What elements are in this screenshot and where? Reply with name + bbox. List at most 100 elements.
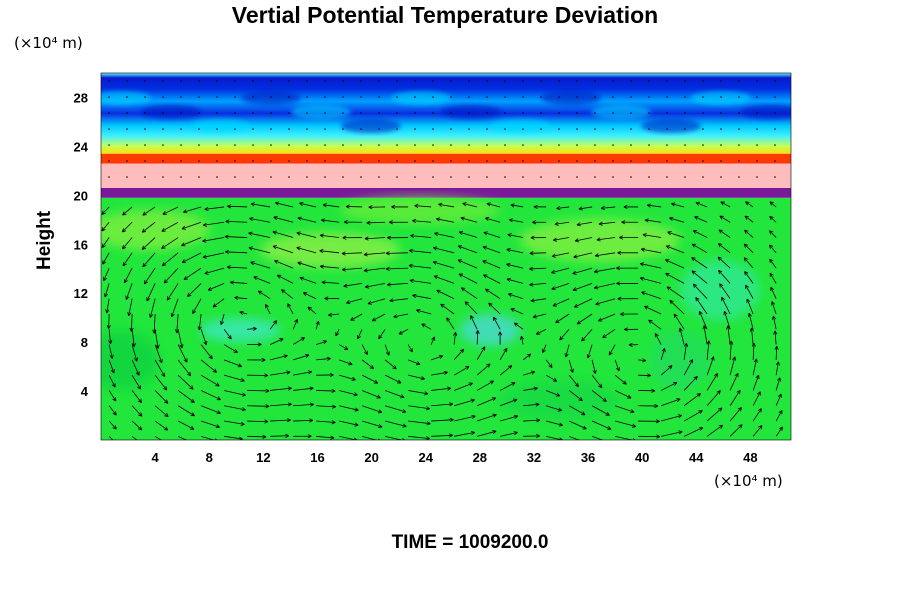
vector-dot [576,128,578,130]
vector-dot [594,80,596,82]
vector-dot [252,80,254,82]
vector-arrow [660,365,673,376]
vector-arrow [638,403,659,409]
vector-arrow [200,344,213,360]
vector-arrow [247,434,267,439]
heat-band-1 [101,187,791,198]
vector-arrow [361,359,375,370]
vector-arrow [614,359,620,372]
vector-arrow [202,221,225,227]
vector-arrow [600,205,616,211]
vector-arrow [200,405,221,415]
vector-dot [486,176,488,178]
vector-arrow [108,390,117,402]
vector-arrow [568,405,586,416]
vector-arrow [574,298,593,308]
vector-arrow [177,420,195,430]
vector-dot [324,160,326,162]
vector-arrow [125,283,133,300]
vector-dot [432,160,434,162]
vector-arrow [775,377,781,391]
vector-arrow [454,398,475,407]
vector-arrow [408,248,432,254]
vector-dot [396,144,398,146]
vector-arrow [484,216,501,223]
vector-arrow [683,342,689,360]
vector-arrow [523,433,540,439]
vector-dot [756,144,758,146]
vector-dot [432,112,434,114]
vector-arrow [743,257,754,269]
vector-dot [558,112,560,114]
vector-dot [774,160,776,162]
vector-arrow [319,264,340,269]
vector-arrow [678,327,685,345]
vector-arrow [149,298,156,318]
vector-dot [414,160,416,162]
vector-dot [468,128,470,130]
vector-arrow [247,373,269,378]
vector-dot [180,112,182,114]
vector-dot [162,80,164,82]
vector-arrow [638,419,660,424]
vector-arrow [616,266,639,271]
vector-dot [738,96,740,98]
vector-dot [450,112,452,114]
vector-dot [126,176,128,178]
vector-arrow [775,426,783,437]
vector-arrow [717,243,731,254]
vector-arrow [572,283,593,292]
vector-arrow [247,419,269,424]
vector-dot [180,176,182,178]
vector-dot [702,112,704,114]
vector-arrow [556,205,570,211]
vector-arrow [131,344,138,362]
vector-dot [162,112,164,114]
vector-dot [504,96,506,98]
vector-arrow [368,205,386,210]
vector-arrow [552,298,570,307]
vector-arrow [273,216,294,223]
vector-arrow [644,218,662,223]
vector-arrow [476,380,495,391]
vector-arrow [648,319,662,330]
vector-dot [540,80,542,82]
vector-arrow [338,359,353,366]
vector-arrow [362,420,383,429]
vector-field [101,201,783,440]
vector-dot [720,96,722,98]
vector-arrow [200,359,217,373]
vector-arrow [619,235,639,240]
vector-arrow [385,420,407,428]
vector-dot [576,96,578,98]
vector-arrow [639,262,662,269]
vector-arrow [361,390,381,399]
vector-arrow [775,361,780,376]
vector-arrow [706,390,721,407]
vector-arrow [595,298,616,306]
vector-dot [216,112,218,114]
vector-dot [594,160,596,162]
vector-dot [126,96,128,98]
vector-dot [306,112,308,114]
vector-arrow [641,291,662,300]
vector-arrow [146,283,156,302]
vector-arrow [623,327,639,332]
heat-upper-wave [241,91,301,105]
vector-dot [756,112,758,114]
vector-dot [648,144,650,146]
vector-arrow [559,329,570,341]
vector-arrow [453,366,470,376]
vector-arrow [366,220,386,225]
vector-arrow [177,405,195,417]
vector-dot [576,176,578,178]
vector-dot [342,128,344,130]
vector-arrow [293,434,312,439]
vector-dot [630,96,632,98]
vector-arrow [248,231,271,238]
vector-dot [648,80,650,82]
vector-arrow [431,386,452,391]
vector-dot [306,144,308,146]
vector-dot [162,96,164,98]
vector-arrow [483,231,501,238]
